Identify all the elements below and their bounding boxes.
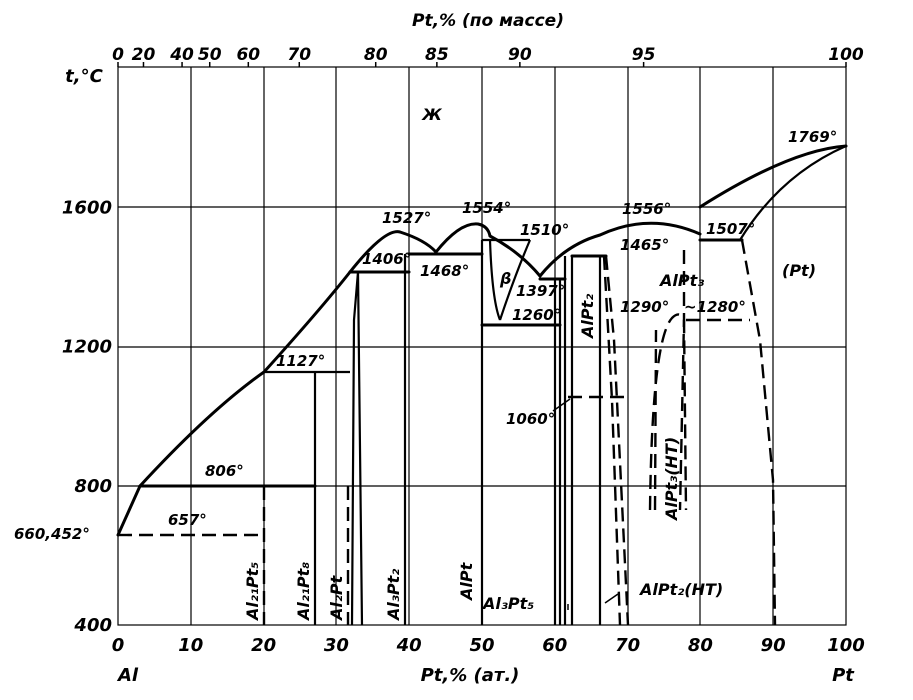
y-tick-label-1200: 1200 bbox=[62, 337, 112, 358]
liquidus-lines bbox=[116, 144, 848, 537]
label-806: 806° bbox=[205, 462, 244, 480]
label-657: 657° bbox=[168, 511, 207, 529]
bottom-tick-label-20: 20 bbox=[251, 635, 276, 656]
bottom-tick-label-100: 100 bbox=[827, 635, 865, 656]
top-tick-label-8: 90 bbox=[508, 45, 532, 65]
line-pt-solvus bbox=[740, 239, 777, 626]
leader-1060 bbox=[552, 398, 571, 412]
label-pt-solid: (Pt) bbox=[782, 261, 816, 280]
temperature-labels: 660,452° 657° 806° 1127° 1406° 1527° 146… bbox=[14, 128, 837, 543]
label-beta: β bbox=[499, 269, 511, 288]
y-axis: t,°C 1600 1200 800 400 bbox=[62, 66, 112, 636]
top-tick-label-0: 0 bbox=[112, 45, 124, 65]
top-axis: Pt,% (по массе) 0 20 40 50 60 70 80 85 90 95 100 bbox=[112, 11, 864, 67]
label-1507: 1507° bbox=[706, 220, 755, 238]
label-1510: 1510° bbox=[520, 221, 569, 239]
bottom-axis-title: Pt,% (ат.) bbox=[421, 665, 520, 686]
y-axis-ticks: 1600 1200 800 400 bbox=[62, 197, 112, 636]
beta-left bbox=[488, 239, 502, 321]
compound-lines bbox=[262, 239, 777, 626]
label-leaders bbox=[552, 398, 619, 610]
label-1406: 1406° bbox=[362, 250, 411, 268]
top-tick-label-4: 60 bbox=[236, 45, 260, 65]
solidus-pt-side bbox=[739, 144, 847, 241]
top-axis-title: Pt,% (по массе) bbox=[412, 11, 564, 31]
label-1465: 1465° bbox=[620, 236, 669, 254]
beta-right bbox=[498, 239, 532, 321]
label-al21pt5: Al₂₁Pt₅ bbox=[243, 562, 262, 622]
label-alpt: AlPt bbox=[457, 561, 476, 602]
bottom-tick-label-40: 40 bbox=[396, 635, 422, 656]
top-axis-ticks: 0 20 40 50 60 70 80 85 90 95 100 bbox=[112, 45, 864, 67]
label-1260: 1260° bbox=[512, 306, 561, 324]
label-al3pt2: Al₃Pt₂ bbox=[384, 569, 403, 622]
label-1527: 1527° bbox=[382, 209, 431, 227]
element-al-label: Al bbox=[116, 665, 139, 686]
liquidus-dome-1554 bbox=[434, 222, 492, 254]
label-alpt3: AlPt₃ bbox=[658, 271, 704, 290]
bottom-tick-label-0: 0 bbox=[112, 635, 125, 656]
leader-alpt2ht bbox=[604, 593, 619, 604]
y-tick-label-400: 400 bbox=[73, 615, 112, 636]
line-alpt2ht-b bbox=[602, 255, 622, 626]
label-660: 660,452° bbox=[14, 525, 90, 543]
top-tick-label-6: 80 bbox=[364, 45, 388, 65]
bottom-tick-label-80: 80 bbox=[688, 635, 713, 656]
bottom-tick-label-30: 30 bbox=[324, 635, 349, 656]
label-1127: 1127° bbox=[276, 352, 325, 370]
line-alpt3-ht-inner bbox=[653, 329, 658, 511]
liquidus-dome-1556 bbox=[538, 221, 702, 278]
element-pt-label: Pt bbox=[832, 665, 855, 686]
label-1280: ~1280° bbox=[684, 298, 746, 316]
bottom-tick-label-60: 60 bbox=[542, 635, 567, 656]
label-al21pt8: Al₂₁Pt₈ bbox=[294, 562, 313, 622]
top-tick-label-10: 100 bbox=[828, 45, 864, 65]
phase-labels: Ж β (Pt) AlPt₃ Al₂₁Pt₅ Al₂₁Pt₈ Al₂Pt Al₃… bbox=[243, 105, 816, 622]
bottom-axis-ticks: 0 10 20 30 40 50 60 70 80 90 100 bbox=[112, 635, 865, 656]
line-alpt3-left bbox=[604, 255, 630, 626]
label-alpt2: AlPt₂ bbox=[578, 294, 597, 340]
label-al2pt: Al₂Pt bbox=[327, 574, 346, 622]
label-1769: 1769° bbox=[788, 128, 837, 146]
label-alpt3-ht: AlPt₃(HT) bbox=[662, 437, 681, 522]
invariant-lines bbox=[118, 238, 750, 537]
top-tick-label-5: 70 bbox=[287, 45, 311, 65]
line-al2pt bbox=[350, 271, 364, 626]
top-tick-label-7: 85 bbox=[425, 45, 449, 65]
y-axis-title: t,°C bbox=[65, 66, 103, 87]
bottom-tick-label-70: 70 bbox=[615, 635, 640, 656]
top-tick-label-1: 20 bbox=[132, 45, 156, 65]
line-alpt3-right bbox=[678, 250, 686, 511]
label-al3pt5: Al₃Pt₅ bbox=[481, 594, 534, 613]
label-1556: 1556° bbox=[622, 200, 671, 218]
label-1468: 1468° bbox=[420, 262, 469, 280]
top-tick-label-3: 50 bbox=[198, 45, 222, 65]
label-alpt2-ht: AlPt₂(HT) bbox=[638, 580, 723, 599]
bottom-tick-label-10: 10 bbox=[178, 635, 203, 656]
liquidus-al-side bbox=[116, 370, 266, 537]
y-tick-label-800: 800 bbox=[74, 476, 112, 497]
bottom-axis: 0 10 20 30 40 50 60 70 80 90 100 Pt,% (ат.) Al Pt bbox=[112, 635, 865, 686]
liquidus-dome-1527 bbox=[348, 230, 438, 274]
label-1397: 1397° bbox=[516, 282, 565, 300]
liquidus-to-1397 bbox=[488, 234, 542, 278]
label-liquid: Ж bbox=[421, 105, 442, 124]
label-1060: 1060° bbox=[506, 410, 555, 428]
top-tick-label-2: 40 bbox=[169, 45, 194, 65]
liquidus-to-pt bbox=[698, 144, 848, 209]
top-tick-label-9: 95 bbox=[632, 45, 656, 65]
label-1554: 1554° bbox=[462, 199, 511, 217]
y-tick-label-1600: 1600 bbox=[62, 197, 112, 218]
line-alpt3-ht-dome bbox=[648, 313, 688, 511]
bottom-tick-label-50: 50 bbox=[469, 635, 494, 656]
label-1290: 1290° bbox=[620, 298, 669, 316]
liquidus-to-1406 bbox=[262, 270, 352, 374]
bottom-tick-label-90: 90 bbox=[761, 635, 786, 656]
